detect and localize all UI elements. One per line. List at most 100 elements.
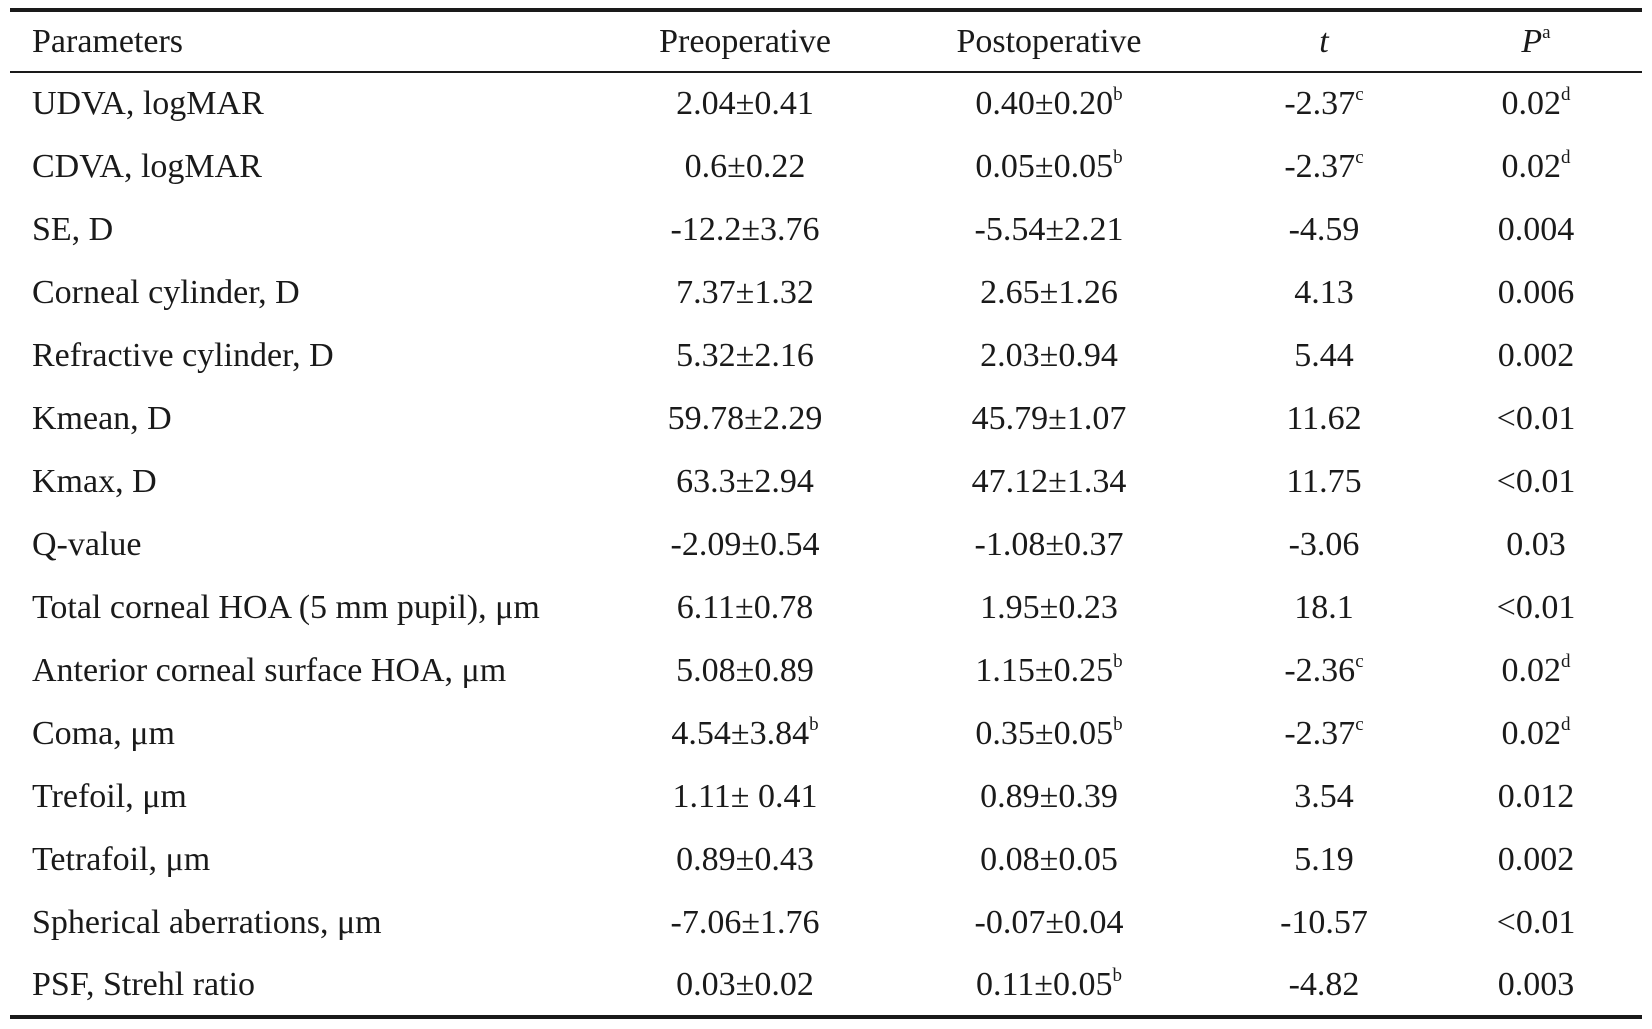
p-value-cell: <0.01 (1496, 588, 1576, 626)
parameter-cell: UDVA, logMAR (32, 85, 264, 122)
preoperative-cell: 59.78±2.29 (667, 399, 823, 437)
t-value-cell: -2.37c (1284, 713, 1364, 752)
parameter-cell: Refractive cylinder, D (32, 336, 334, 374)
preoperative-cell: 5.08±0.89 (676, 651, 814, 689)
p-value-cell: 0.02d (1501, 84, 1571, 122)
t-value-cell: 4.13 (1294, 273, 1354, 311)
t-value-cell: 3.54 (1294, 777, 1354, 815)
preoperative-cell: 1.11± 0.41 (672, 777, 818, 815)
t-value-cell: 18.1 (1294, 588, 1354, 626)
t-value-cell: -10.57 (1280, 903, 1368, 941)
footnote-marker: d (1561, 650, 1571, 672)
parameter-cell: Anterior corneal surface HOA, μm (32, 651, 507, 689)
parameter-cell: Kmax, D (32, 462, 157, 500)
p-value-cell: 0.002 (1497, 336, 1575, 374)
table-row: Anterior corneal surface HOA, μm 5.08±0.… (10, 639, 1642, 702)
footnote-marker: b (809, 713, 819, 735)
postoperative-cell: 2.65±1.26 (980, 273, 1118, 311)
parameter-cell: Q-value (32, 525, 142, 563)
p-value-cell: 0.004 (1497, 210, 1575, 248)
table-row: CDVA, logMAR 0.6±0.22 0.05±0.05b -2.37c … (10, 135, 1642, 198)
footnote-marker: b (1113, 146, 1123, 168)
table-row: Kmax, D 63.3±2.94 47.12±1.34 11.75 <0.01 (10, 450, 1642, 513)
table-row: Spherical aberrations, μm -7.06±1.76 -0.… (10, 891, 1642, 954)
preoperative-cell: 63.3±2.94 (676, 462, 814, 500)
t-value-cell: -2.37c (1284, 146, 1364, 185)
p-value-cell: 0.02d (1501, 146, 1571, 185)
table-body: UDVA, logMAR 2.04±0.41 0.40±0.20b -2.37c… (10, 72, 1642, 1017)
footnote-marker: c (1355, 146, 1364, 168)
preoperative-cell: 0.03±0.02 (676, 965, 814, 1003)
p-value-cell: 0.012 (1497, 777, 1575, 815)
parameter-cell: Trefoil, μm (32, 777, 187, 815)
t-value-cell: 11.75 (1286, 462, 1362, 500)
table-row: Kmean, D 59.78±2.29 45.79±1.07 11.62 <0.… (10, 387, 1642, 450)
p-value-cell: 0.02d (1501, 650, 1571, 689)
header-t: t (1319, 22, 1329, 60)
table-row: Tetrafoil, μm 0.89±0.43 0.08±0.05 5.19 0… (10, 828, 1642, 891)
parameter-cell: CDVA, logMAR (32, 147, 262, 185)
parameter-cell: Spherical aberrations, μm (32, 903, 382, 941)
postoperative-cell: 0.89±0.39 (980, 777, 1118, 815)
header-p: Pa (1521, 21, 1551, 60)
p-value-cell: 0.02d (1501, 713, 1571, 752)
footnote-marker: b (1113, 84, 1123, 105)
postoperative-cell: 0.08±0.05 (980, 840, 1118, 878)
preoperative-cell: 2.04±0.41 (676, 85, 814, 122)
results-table: Parameters Preoperative Postoperative t … (10, 8, 1642, 1019)
postoperative-cell: 0.11±0.05b (976, 964, 1122, 1003)
header-preoperative: Preoperative (659, 22, 831, 60)
p-value-cell: <0.01 (1496, 399, 1576, 437)
footnote-marker: d (1561, 84, 1571, 105)
footnote-marker: b (1113, 650, 1123, 672)
parameter-cell: SE, D (32, 210, 114, 248)
t-value-cell: 5.44 (1294, 336, 1354, 374)
table-row: UDVA, logMAR 2.04±0.41 0.40±0.20b -2.37c… (10, 72, 1642, 135)
table-row: Total corneal HOA (5 mm pupil), μm 6.11±… (10, 576, 1642, 639)
p-value-cell: <0.01 (1496, 462, 1576, 500)
preoperative-cell: -2.09±0.54 (670, 525, 820, 563)
footnote-marker: b (1112, 964, 1122, 986)
header-row: Parameters Preoperative Postoperative t … (10, 10, 1642, 72)
table-header: Parameters Preoperative Postoperative t … (10, 10, 1642, 72)
footnote-marker: c (1355, 713, 1364, 735)
parameter-cell: Corneal cylinder, D (32, 273, 300, 311)
p-value-cell: 0.03 (1506, 525, 1566, 563)
header-parameters: Parameters (32, 22, 184, 60)
parameter-cell: Tetrafoil, μm (32, 840, 211, 878)
postoperative-cell: -5.54±2.21 (974, 210, 1124, 248)
footnote-marker: d (1561, 713, 1571, 735)
p-value-cell: <0.01 (1496, 903, 1576, 941)
footnote-marker: d (1561, 146, 1571, 168)
preoperative-cell: 7.37±1.32 (676, 273, 814, 311)
header-postoperative: Postoperative (956, 22, 1142, 60)
preoperative-cell: 5.32±2.16 (676, 336, 814, 374)
t-value-cell: -3.06 (1288, 525, 1360, 563)
preoperative-cell: -12.2±3.76 (670, 210, 820, 248)
parameter-cell: Kmean, D (32, 399, 172, 437)
preoperative-cell: 0.6±0.22 (684, 147, 806, 185)
postoperative-cell: 2.03±0.94 (980, 336, 1118, 374)
table-row: Q-value -2.09±0.54 -1.08±0.37 -3.06 0.03 (10, 513, 1642, 576)
t-value-cell: -4.82 (1288, 965, 1360, 1003)
postoperative-cell: -1.08±0.37 (974, 525, 1124, 563)
table-row: Coma, μm 4.54±3.84b 0.35±0.05b -2.37c 0.… (10, 702, 1642, 765)
p-value-cell: 0.006 (1497, 273, 1575, 311)
preoperative-cell: 4.54±3.84b (671, 713, 819, 752)
postoperative-cell: 45.79±1.07 (971, 399, 1127, 437)
parameter-cell: Coma, μm (32, 714, 175, 752)
postoperative-cell: 0.40±0.20b (975, 84, 1123, 122)
t-value-cell: -2.36c (1284, 650, 1364, 689)
parameter-cell: Total corneal HOA (5 mm pupil), μm (32, 588, 540, 626)
preoperative-cell: 0.89±0.43 (676, 840, 814, 878)
table-row: Trefoil, μm 1.11± 0.41 0.89±0.39 3.54 0.… (10, 765, 1642, 828)
postoperative-cell: -0.07±0.04 (974, 903, 1124, 941)
postoperative-cell: 1.15±0.25b (975, 650, 1123, 689)
table-row: PSF, Strehl ratio 0.03±0.02 0.11±0.05b -… (10, 954, 1642, 1017)
footnote-marker: c (1355, 650, 1364, 672)
table-row: Corneal cylinder, D 7.37±1.32 2.65±1.26 … (10, 261, 1642, 324)
footnote-marker: b (1113, 713, 1123, 735)
p-value-cell: 0.003 (1497, 965, 1575, 1003)
postoperative-cell: 47.12±1.34 (971, 462, 1127, 500)
